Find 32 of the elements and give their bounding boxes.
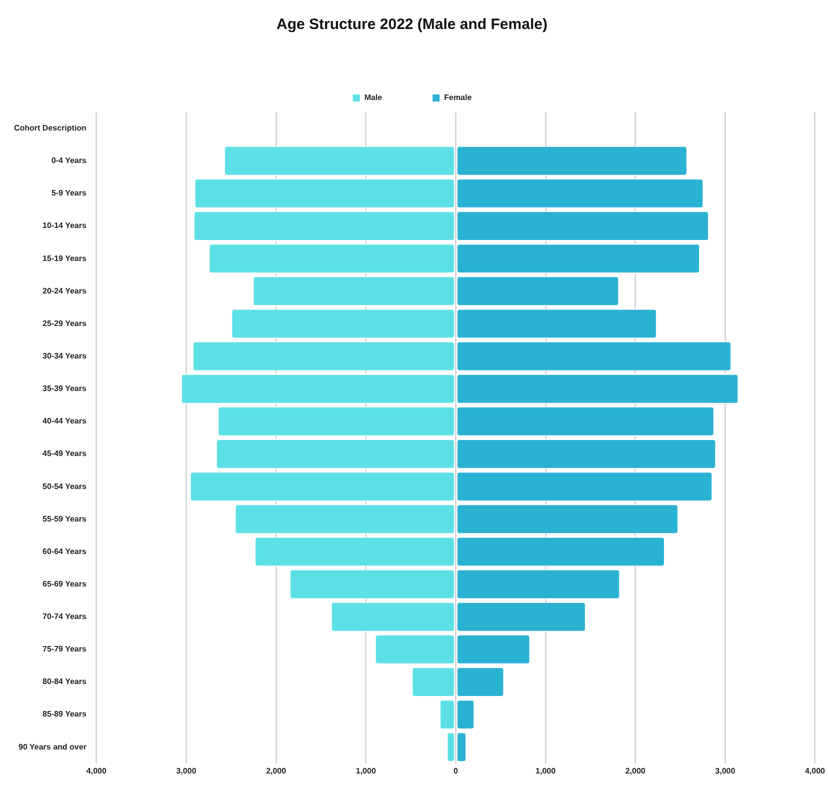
y-tick-label: 85-89 Years (42, 710, 87, 719)
y-tick-label: 30-34 Years (42, 351, 87, 360)
y-tick-label: 35-39 Years (42, 384, 87, 394)
x-tick-label: 2,000 (266, 766, 287, 776)
y-tick-label: 40-44 Years (42, 416, 87, 426)
x-tick-label: 3,000 (715, 766, 736, 776)
x-tick-label: 4,000 (86, 766, 107, 776)
y-tick-label: 60-64 Years (42, 546, 87, 556)
y-tick-label: 0-4 Years (51, 156, 87, 166)
y-tick-label: 45-49 Years (42, 449, 87, 458)
x-tick-label: 3,000 (176, 766, 197, 776)
y-tick-label: 10-14 Years (42, 221, 87, 230)
x-tick-label: 1,000 (536, 766, 556, 776)
x-tick-label: 0 (453, 766, 458, 776)
y-tick-label: 5-9 Years (51, 188, 87, 198)
y-tick-label: 25-29 Years (42, 318, 87, 328)
y-tick-label: 55-59 Years (42, 514, 87, 524)
x-tick-label: 2,000 (625, 766, 646, 776)
chart-title: Age Structure 2022 (Male and Female) (276, 16, 548, 34)
y-tick-label: 15-19 Years (42, 254, 87, 263)
y-tick-label: 80-84 Years (42, 677, 87, 686)
y-tick-label: Cohort Description (14, 123, 87, 132)
y-tick-label: 90 Years and over (18, 742, 86, 752)
x-tick-label: 1,000 (356, 766, 376, 776)
y-tick-label: 20-24 Years (42, 286, 87, 296)
y-tick-label: 75-79 Years (42, 644, 87, 654)
y-tick-label: 65-69 Years (42, 579, 87, 588)
legend-label: Male (364, 93, 383, 102)
x-tick-label: 4,000 (804, 766, 826, 776)
y-tick-label: 70-74 Years (42, 612, 87, 622)
y-tick-label: 50-54 Years (42, 482, 87, 491)
legend-label: Female (444, 93, 472, 102)
